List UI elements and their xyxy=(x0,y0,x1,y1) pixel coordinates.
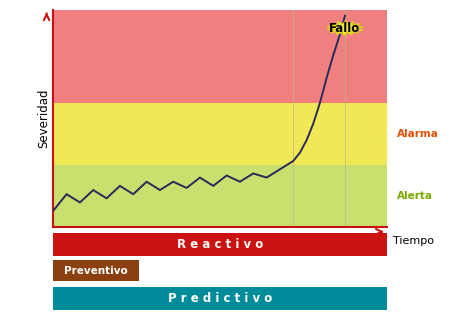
Text: Fallo: Fallo xyxy=(329,22,361,35)
Y-axis label: Severidad: Severidad xyxy=(38,89,50,148)
Text: P r e d i c t i v o: P r e d i c t i v o xyxy=(168,292,272,305)
Text: Alarma: Alarma xyxy=(397,129,438,139)
Text: Alerta: Alerta xyxy=(397,191,432,201)
Text: Preventivo: Preventivo xyxy=(64,266,128,276)
Text: R e a c t i v o: R e a c t i v o xyxy=(177,238,263,251)
Bar xyxy=(53,103,387,165)
Bar xyxy=(53,10,387,103)
Text: Tiempo: Tiempo xyxy=(393,236,434,246)
Polygon shape xyxy=(327,21,363,35)
Bar xyxy=(53,165,387,227)
